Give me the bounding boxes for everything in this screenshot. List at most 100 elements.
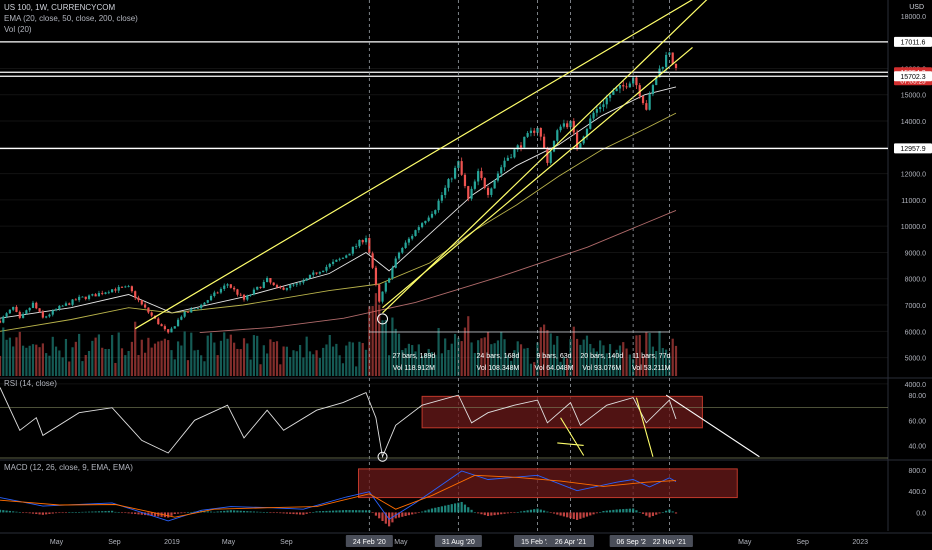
trendline[interactable] <box>382 0 723 314</box>
macd-histogram-bar <box>371 512 374 514</box>
rsi-yellow-line[interactable] <box>635 397 654 457</box>
macd-legend[interactable]: MACD (12, 26, close, 9, EMA, EMA) <box>4 463 133 472</box>
candle-body <box>233 287 236 290</box>
volume-bar <box>216 355 219 376</box>
ema-lines <box>0 86 677 334</box>
symbol-title: US 100, 1W, CURRENCYCOM <box>4 3 116 12</box>
currency-label[interactable]: USD <box>909 4 924 11</box>
rsi-range-box[interactable] <box>421 395 703 429</box>
macd-histogram-bar <box>638 512 641 513</box>
ema-legend[interactable]: EMA (20, close, 50, close, 200, close) <box>4 14 138 23</box>
macd-histogram-bar <box>54 512 58 514</box>
candle-body <box>295 283 298 285</box>
candle-body <box>38 308 41 312</box>
time-tag <box>434 535 482 547</box>
volume-legend[interactable]: Vol (20) <box>4 25 32 34</box>
volume-bar <box>5 339 8 376</box>
macd-histogram-bar <box>111 510 114 513</box>
macd-histogram-bar <box>190 512 193 513</box>
price-tick: 10000.0 <box>901 224 926 231</box>
macd-histogram-bar <box>364 510 368 513</box>
time-tick: Sep <box>108 539 121 546</box>
volume-bar <box>203 361 206 376</box>
macd-histogram-bar <box>41 512 44 515</box>
candle-body <box>585 128 589 137</box>
macd-histogram-bar <box>308 512 312 514</box>
volume-bar <box>529 363 533 376</box>
volume-bar <box>58 350 61 376</box>
macd-histogram-bar <box>153 512 157 517</box>
macd-histogram-bar <box>523 510 526 513</box>
candle-body <box>5 313 8 317</box>
macd-histogram-bar <box>335 510 338 513</box>
candle-body <box>28 307 31 311</box>
trendline[interactable] <box>382 46 693 309</box>
volume-bar <box>180 345 183 376</box>
candle-body <box>246 295 249 300</box>
macd-histogram-bar <box>28 512 31 514</box>
macd-histogram-bar <box>559 512 562 516</box>
volume-bar <box>444 338 447 376</box>
macd-histogram-bar <box>628 508 631 513</box>
candle-body <box>318 272 321 274</box>
macd-range-box[interactable] <box>357 468 738 499</box>
volume-bar <box>641 355 645 376</box>
rsi-white-line[interactable] <box>665 394 760 458</box>
macd-histogram-bar <box>101 511 104 513</box>
candle-body <box>658 68 661 78</box>
trendline[interactable] <box>134 0 709 330</box>
circle-annotation[interactable] <box>377 313 389 325</box>
candle-body <box>506 157 509 161</box>
macd-histogram-bar <box>671 511 674 513</box>
volume-bar <box>318 357 321 376</box>
macd-histogram-bar <box>526 510 529 513</box>
candle-body <box>107 292 110 294</box>
candle-body <box>338 258 341 260</box>
trendlines[interactable] <box>134 0 723 330</box>
candle-body <box>394 258 397 268</box>
candle-body <box>493 180 496 189</box>
macd-histogram-bar <box>279 512 282 514</box>
rsi-legend[interactable]: RSI (14, close) <box>4 379 57 388</box>
measure-label: Vol 108.348M <box>477 365 520 372</box>
macd-histogram-bar <box>486 512 490 517</box>
macd-histogram-bar <box>533 509 536 513</box>
volume-bar <box>120 348 124 376</box>
candle-body <box>256 286 259 290</box>
volume-bar <box>223 332 226 376</box>
candle-body <box>160 324 163 327</box>
rsi-tick: 80.00 <box>908 393 926 400</box>
macd-histogram-bar <box>170 512 173 516</box>
volume-bar <box>143 352 147 376</box>
macd-histogram-bar <box>35 512 38 515</box>
macd-histogram-bar <box>496 512 500 515</box>
rsi-yellow-line[interactable] <box>560 417 585 456</box>
macd-histogram-bar <box>64 512 68 514</box>
macd-histogram-bar <box>625 508 628 513</box>
candle-body <box>114 289 117 291</box>
macd-histogram-bar <box>641 512 645 514</box>
macd-histogram-bar <box>661 512 664 513</box>
candle-body <box>351 246 354 254</box>
macd-histogram-bar <box>602 511 605 513</box>
volume-bar <box>137 355 140 376</box>
macd-tick: 400.0 <box>908 489 926 496</box>
macd-histogram-bar <box>236 510 239 513</box>
macd-histogram-bar <box>305 512 308 514</box>
volume-bar <box>160 340 163 376</box>
candle-body <box>526 133 529 137</box>
volume-bar <box>417 344 420 376</box>
candle-body <box>41 311 44 318</box>
rsi-circle-annotation[interactable] <box>377 451 388 462</box>
macd-histogram-bar <box>579 512 582 519</box>
rsi-yellow-line[interactable] <box>557 442 584 446</box>
macd-histogram-bar <box>430 508 434 513</box>
macd-histogram-bar <box>298 512 302 515</box>
candle-body <box>0 320 2 323</box>
macd-histogram-bar <box>147 512 150 516</box>
volume-bar <box>618 345 622 376</box>
volume-bar <box>94 337 97 376</box>
candle-body <box>361 240 364 243</box>
candle-body <box>68 303 71 305</box>
